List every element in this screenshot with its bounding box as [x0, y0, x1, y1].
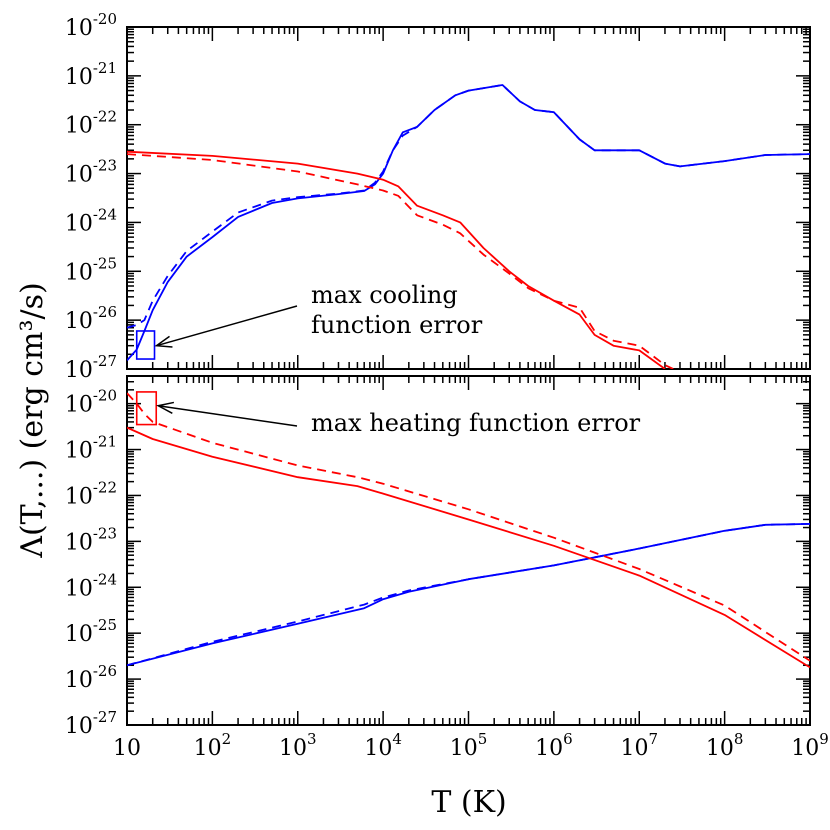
y-tick-label-top: 10-26 — [65, 303, 117, 334]
y-tick-label-bottom: 10-22 — [65, 478, 117, 509]
y-tick-label-bottom: 10-25 — [65, 616, 117, 647]
x-tick-label: 109 — [791, 730, 829, 761]
x-tick-label: 108 — [706, 730, 744, 761]
y-tick-label-bottom: 10-20 — [65, 387, 117, 418]
series-line-bottom-2 — [127, 426, 810, 669]
series-line-bottom-3 — [127, 392, 810, 662]
y-tick-label-bottom: 10-21 — [65, 433, 117, 464]
series-line-bottom-0 — [127, 523, 810, 667]
y-tick-label-bottom: 10-24 — [65, 570, 117, 601]
error-box-bottom — [135, 391, 158, 426]
y-tick-label-top: 10-23 — [65, 157, 117, 188]
y-tick-label-bottom: 10-27 — [65, 708, 117, 739]
y-tick-label-top: 10-25 — [65, 254, 117, 285]
y-tick-label-bottom: 10-23 — [65, 524, 117, 555]
series-line-top-3 — [127, 153, 674, 369]
arrowhead-top — [154, 335, 173, 348]
y-tick-label-top: 10-24 — [65, 205, 117, 236]
x-tick-label: 104 — [364, 730, 402, 761]
x-tick-label: 102 — [194, 730, 232, 761]
x-axis-label: T (K) — [431, 785, 506, 820]
annotation-arrow-top — [156, 305, 298, 347]
y-tick-label-top: 10-22 — [65, 108, 117, 139]
x-tick-label: 10 — [113, 736, 141, 761]
y-tick-label-top: 10-20 — [65, 10, 117, 41]
error-box-top — [135, 330, 156, 360]
y-tick-label-top: 10-21 — [65, 59, 117, 90]
x-tick-label: 103 — [279, 730, 317, 761]
y-tick-label-top: 10-27 — [65, 352, 117, 383]
x-tick-label: 106 — [535, 730, 573, 761]
annotation-arrow-bottom — [158, 404, 298, 427]
annotation-text-top: function error — [311, 311, 483, 339]
series-line-top-1 — [127, 84, 810, 329]
annotation-text-top: max cooling — [311, 281, 458, 309]
y-tick-label-bottom: 10-26 — [65, 662, 117, 693]
top-panel: 10-27 10-26 10-25 10-24 10-23 10-22 10-21 10-20… — [65, 10, 811, 383]
y-axis-label: Λ(T,...) (erg cm³/s) — [15, 282, 50, 558]
x-tick-label: 107 — [620, 730, 658, 761]
series-line-top-2 — [127, 150, 666, 369]
x-tick-label: 105 — [450, 730, 488, 761]
annotation-text-bottom: max heating function error — [311, 409, 641, 437]
bottom-panel: 10-27 10-26 10-25 10-24 10-23 10-22 10-21 10-20… — [65, 375, 829, 761]
series-line-bottom-1 — [127, 523, 810, 667]
arrowhead-bottom — [156, 401, 175, 414]
